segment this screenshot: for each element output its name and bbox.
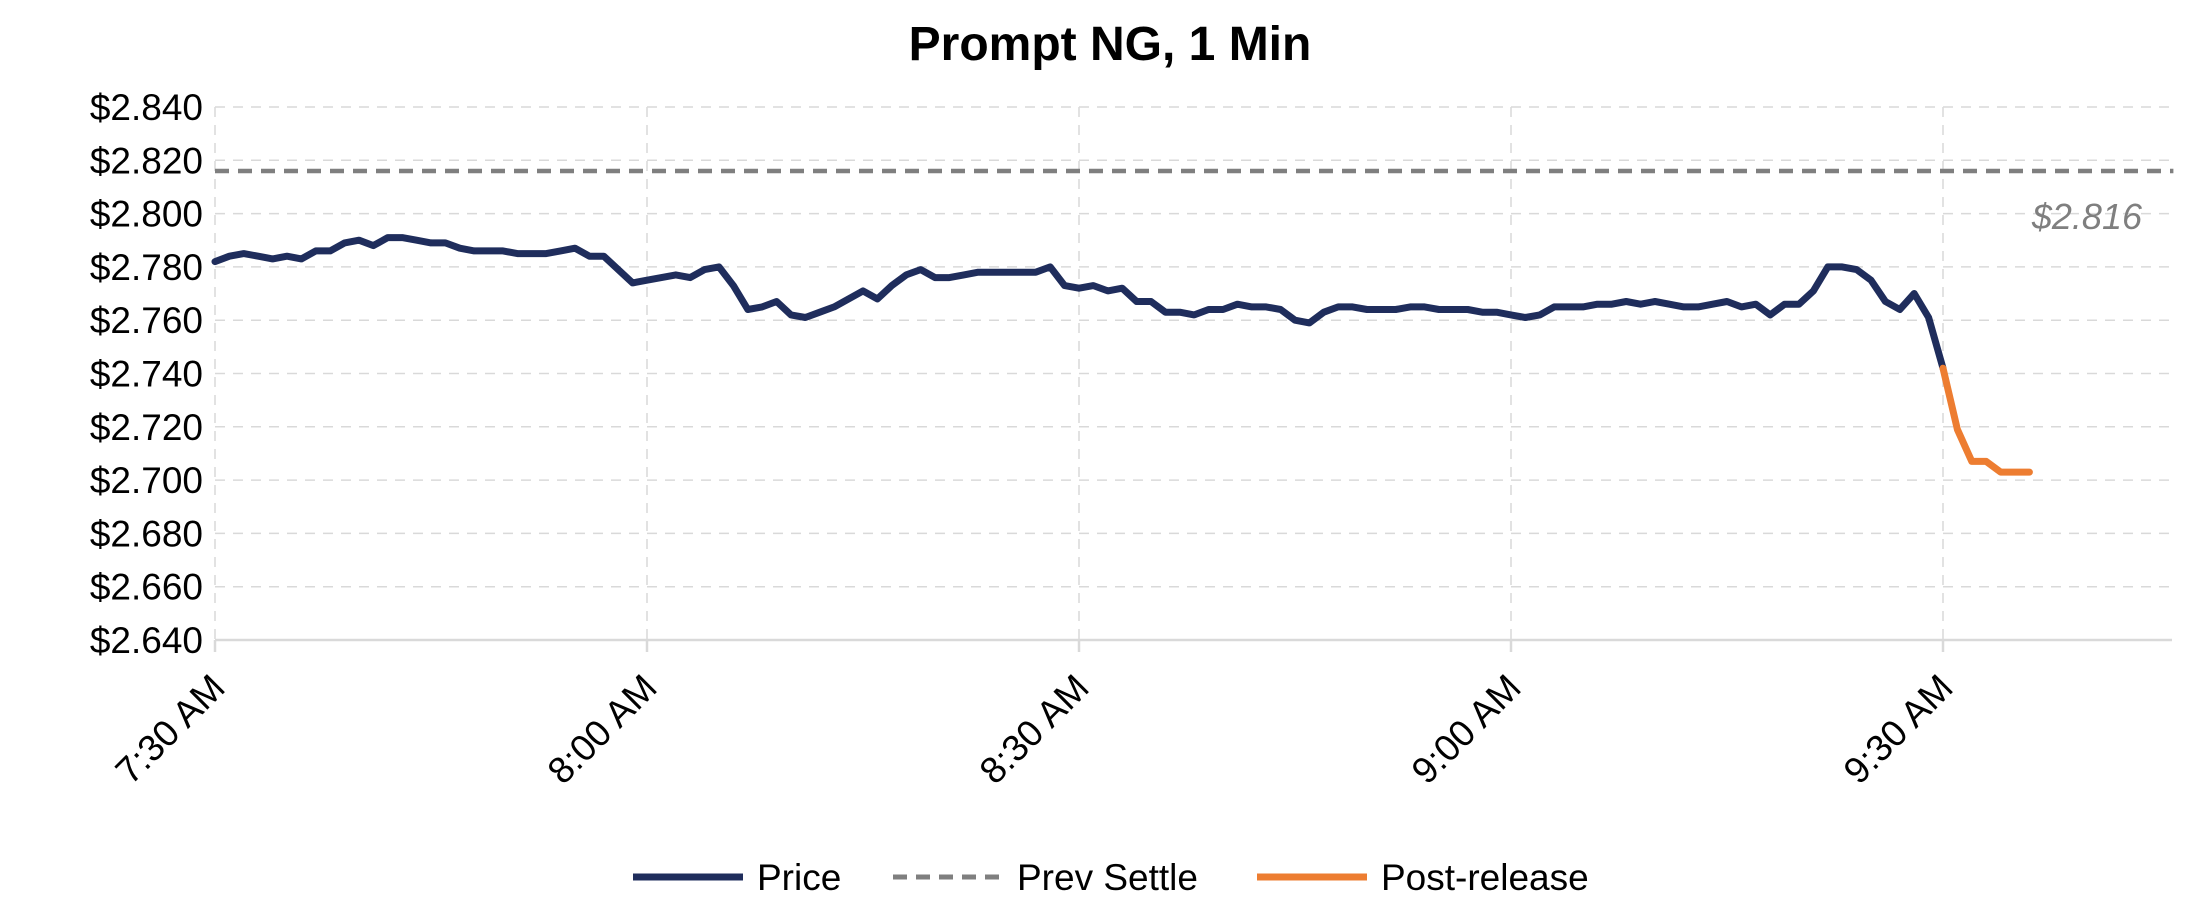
x-tick-label: 9:00 AM: [1404, 667, 1529, 792]
series-line-post-release: [1939, 364, 2033, 476]
prev-settle-value-label: $2.816: [2031, 196, 2143, 237]
legend-label-prev-settle: Prev Settle: [1017, 857, 1198, 898]
y-tick-label: $2.800: [90, 194, 203, 235]
y-tick-label: $2.660: [90, 567, 203, 608]
x-tick-label: 8:00 AM: [540, 667, 665, 792]
y-tick-label: $2.740: [90, 354, 203, 395]
y-tick-label: $2.840: [90, 87, 203, 128]
legend-label-post-release: Post-release: [1381, 857, 1589, 898]
x-tick-label: 9:30 AM: [1836, 667, 1961, 792]
x-tick-label: 7:30 AM: [108, 667, 233, 792]
chart-title: Prompt NG, 1 Min: [909, 18, 1312, 71]
axis-layer: $2.840 $2.820 $2.800 $2.780 $2.760 $2.740 $2.7…: [90, 87, 2172, 792]
y-tick-label: $2.720: [90, 407, 203, 448]
y-tick-label: $2.780: [90, 247, 203, 288]
y-tick-label: $2.760: [90, 300, 203, 341]
x-tick-label: 8:30 AM: [972, 667, 1097, 792]
grid-layer: [214, 106, 2172, 640]
y-tick-label: $2.640: [90, 620, 203, 661]
legend-label-price: Price: [757, 857, 841, 898]
series-line-price: [211, 234, 1947, 372]
y-tick-label: $2.820: [90, 140, 203, 181]
legend: Price Prev Settle Post-release: [633, 857, 1589, 898]
series-layer: [211, 168, 2174, 476]
annotation-layer: $2.816: [2031, 196, 2143, 237]
y-tick-label: $2.680: [90, 513, 203, 554]
y-tick-label: $2.700: [90, 460, 203, 501]
